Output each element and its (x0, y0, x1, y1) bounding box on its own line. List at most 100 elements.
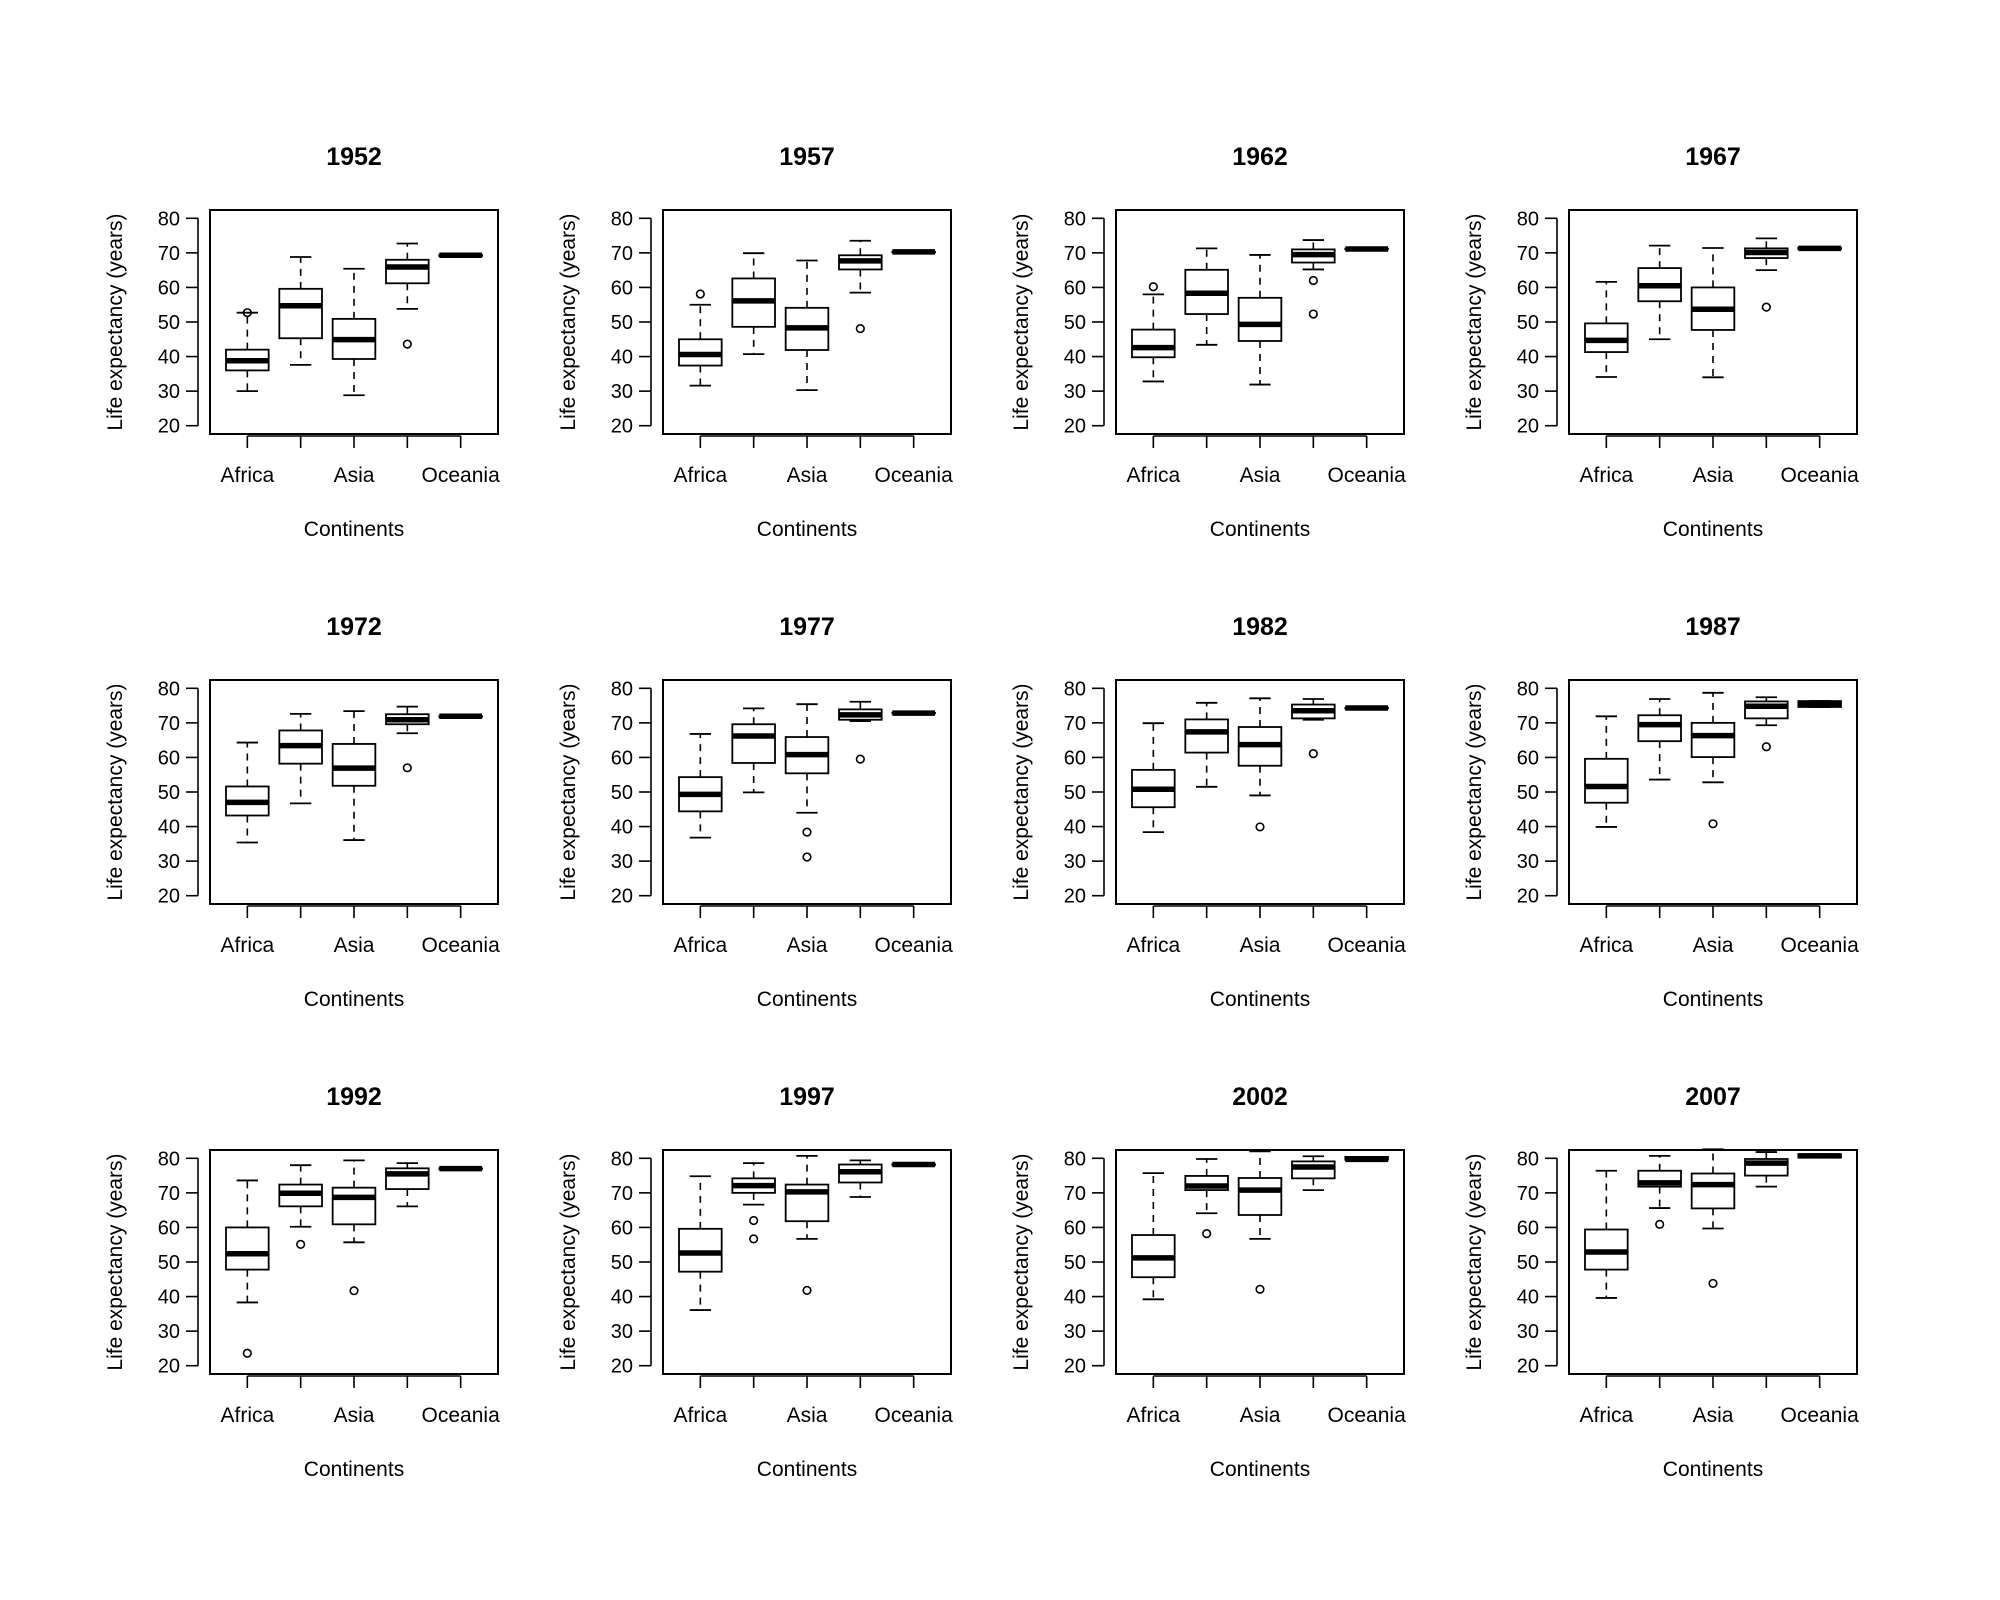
outlier-point (802, 852, 812, 862)
panel-title: 1962 (1232, 143, 1288, 171)
box-oceania (891, 249, 936, 255)
box-oceania (438, 713, 483, 720)
y-tick-label: 50 (1064, 1252, 1086, 1274)
y-tick-label: 50 (1517, 1252, 1539, 1274)
outlier-point (1308, 309, 1318, 319)
x-tick-label-asia: Asia (334, 464, 375, 487)
y-tick-label: 30 (611, 381, 633, 403)
box-group-2 (1637, 698, 1682, 781)
box-oceania (1797, 1153, 1842, 1159)
box-group-4 (1291, 698, 1336, 759)
box-asia (331, 1159, 377, 1296)
box-group-4 (1291, 239, 1336, 319)
y-axis-label: Life expectancy (years) (1463, 1153, 1486, 1370)
y-axis-label: Life expectancy (years) (104, 1153, 127, 1370)
box-asia (1237, 697, 1283, 832)
panel-title: 1977 (779, 613, 835, 641)
outlier-point (749, 1234, 759, 1244)
panel-1972: 1972 20 30 40 50 60 70 80 Africa Asia Oceania Conti… (104, 613, 500, 1011)
y-tick-label: 40 (1064, 1287, 1086, 1309)
outlier-point (1255, 822, 1265, 832)
box-africa (1584, 281, 1629, 378)
outlier-point (1761, 742, 1771, 752)
x-tick-label-asia: Asia (787, 464, 828, 487)
y-tick-label: 50 (158, 782, 180, 804)
box-group-4 (385, 242, 430, 349)
iqr-box (1690, 721, 1736, 758)
y-tick-label: 70 (158, 1183, 180, 1205)
panel-2002: 2002 20 30 40 50 60 70 80 Africa Asia Oceania Conti… (1010, 1083, 1406, 1481)
y-tick-label: 20 (158, 1356, 180, 1378)
box-group-4 (1744, 237, 1789, 312)
y-tick-label: 30 (1517, 1321, 1539, 1343)
y-tick-label: 50 (1064, 312, 1086, 334)
box-group-4 (385, 705, 430, 773)
x-axis-label: Continents (1663, 988, 1763, 1011)
y-tick-label: 80 (158, 208, 180, 230)
y-tick-label: 60 (158, 747, 180, 769)
plot-frame (209, 1149, 499, 1375)
y-tick-label: 70 (1064, 243, 1086, 265)
box-group-2 (1184, 247, 1229, 346)
box-africa (1131, 722, 1176, 833)
box-group-2 (1184, 701, 1229, 788)
box-asia (784, 703, 830, 862)
iqr-box (1291, 1160, 1336, 1180)
plot-frame (662, 1149, 952, 1375)
x-axis-label: Continents (757, 1458, 857, 1481)
iqr-box (1690, 1172, 1736, 1210)
y-tick-label: 80 (611, 678, 633, 700)
y-tick-label: 20 (1064, 1356, 1086, 1378)
x-tick-label-africa: Africa (1126, 934, 1180, 957)
y-tick-label: 60 (611, 1217, 633, 1239)
box-oceania (1344, 1156, 1389, 1163)
panel-1952: 1952 20 30 40 50 60 70 80 Africa Asia Oceania Conti… (104, 143, 500, 541)
x-tick-label-africa: Africa (1579, 934, 1633, 957)
box-oceania (1344, 705, 1389, 711)
x-axis-label: Continents (304, 1458, 404, 1481)
outlier-point (349, 1286, 359, 1296)
y-tick-label: 60 (1517, 277, 1539, 299)
box-oceania (438, 1165, 483, 1172)
x-tick-label-africa: Africa (673, 1404, 727, 1427)
y-tick-label: 40 (1064, 347, 1086, 369)
y-tick-label: 70 (611, 1183, 633, 1205)
x-axis-label: Continents (1210, 988, 1310, 1011)
y-tick-label: 20 (1517, 886, 1539, 908)
x-tick-label-oceania: Oceania (1328, 1404, 1407, 1427)
box-group-2 (278, 256, 323, 366)
x-axis-label: Continents (1210, 1458, 1310, 1481)
x-axis-label: Continents (1210, 518, 1310, 541)
x-tick-label-africa: Africa (1579, 464, 1633, 487)
y-tick-label: 40 (611, 1287, 633, 1309)
box-africa (678, 1175, 723, 1311)
x-axis-label: Continents (304, 988, 404, 1011)
x-tick-label-asia: Asia (787, 934, 828, 957)
panel-title: 1952 (326, 143, 382, 171)
x-tick-label-oceania: Oceania (875, 1404, 954, 1427)
y-tick-label: 60 (1064, 277, 1086, 299)
plot-frame (662, 679, 952, 905)
outlier-point (242, 308, 252, 318)
box-asia (1690, 691, 1736, 829)
y-tick-label: 80 (611, 208, 633, 230)
y-tick-label: 70 (158, 243, 180, 265)
x-axis-label: Continents (757, 988, 857, 1011)
y-tick-label: 20 (611, 886, 633, 908)
x-axis-label: Continents (1663, 1458, 1763, 1481)
x-tick-label-asia: Asia (1693, 464, 1734, 487)
box-africa (225, 1179, 270, 1358)
y-tick-label: 30 (1064, 381, 1086, 403)
box-asia (784, 259, 830, 391)
x-tick-label-oceania: Oceania (1781, 1404, 1860, 1427)
y-tick-label: 20 (1064, 416, 1086, 438)
panel-title: 1987 (1685, 613, 1741, 641)
box-group-2 (278, 1164, 323, 1249)
x-tick-label-africa: Africa (673, 934, 727, 957)
y-tick-label: 40 (611, 347, 633, 369)
outlier-point (402, 763, 412, 773)
plot-frame (1568, 679, 1858, 905)
plot-frame (209, 679, 499, 905)
outlier-point (242, 1348, 252, 1358)
panel-title: 1972 (326, 613, 382, 641)
